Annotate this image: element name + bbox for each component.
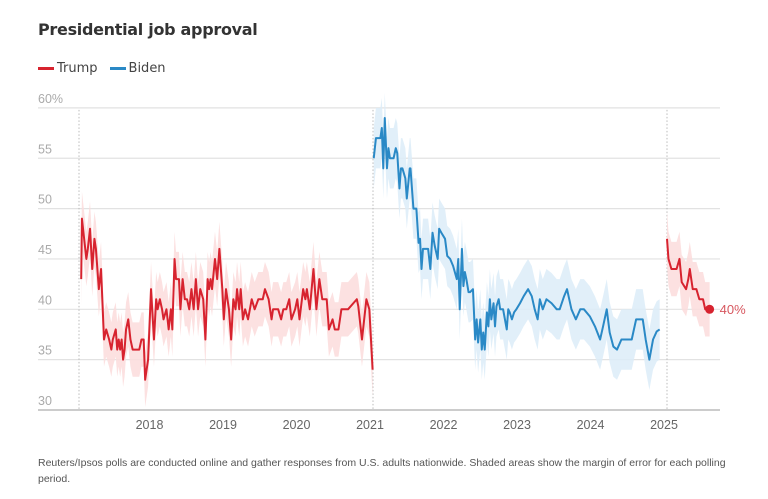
legend-item-trump: Trump	[38, 61, 98, 76]
x-tick-label: 2018	[136, 418, 164, 432]
chart-title: Presidential job approval	[38, 20, 258, 39]
y-tick-label: 45	[38, 243, 52, 257]
y-tick-label: 50	[38, 193, 52, 207]
footnote: Reuters/Ipsos polls are conducted online…	[38, 457, 726, 485]
legend-swatch-trump	[38, 67, 54, 70]
legend-item-biden: Biden	[109, 61, 166, 76]
x-tick-label: 2021	[356, 418, 384, 432]
latest-value-label: 40%	[720, 302, 746, 317]
y-tick-label: 40	[38, 293, 52, 307]
legend-swatch-biden	[109, 67, 126, 70]
x-tick-label: 2023	[503, 418, 531, 432]
legend: Trump Biden	[38, 61, 166, 76]
series-line-biden	[372, 116, 661, 361]
x-tick-label: 2019	[209, 418, 237, 432]
x-tick-label: 2024	[577, 418, 605, 432]
x-tick-label: 2025	[650, 418, 678, 432]
x-tick-label: 2020	[283, 418, 311, 432]
legend-label-biden: Biden	[128, 61, 166, 76]
y-tick-label: 60%	[38, 92, 63, 106]
error-band-biden	[373, 92, 660, 390]
legend-label-trump: Trump	[57, 61, 98, 76]
latest-value-dot	[705, 304, 715, 314]
y-tick-label: 30	[38, 394, 52, 408]
y-tick-label: 55	[38, 142, 52, 156]
x-tick-label: 2022	[430, 418, 458, 432]
y-tick-label: 35	[38, 344, 52, 358]
